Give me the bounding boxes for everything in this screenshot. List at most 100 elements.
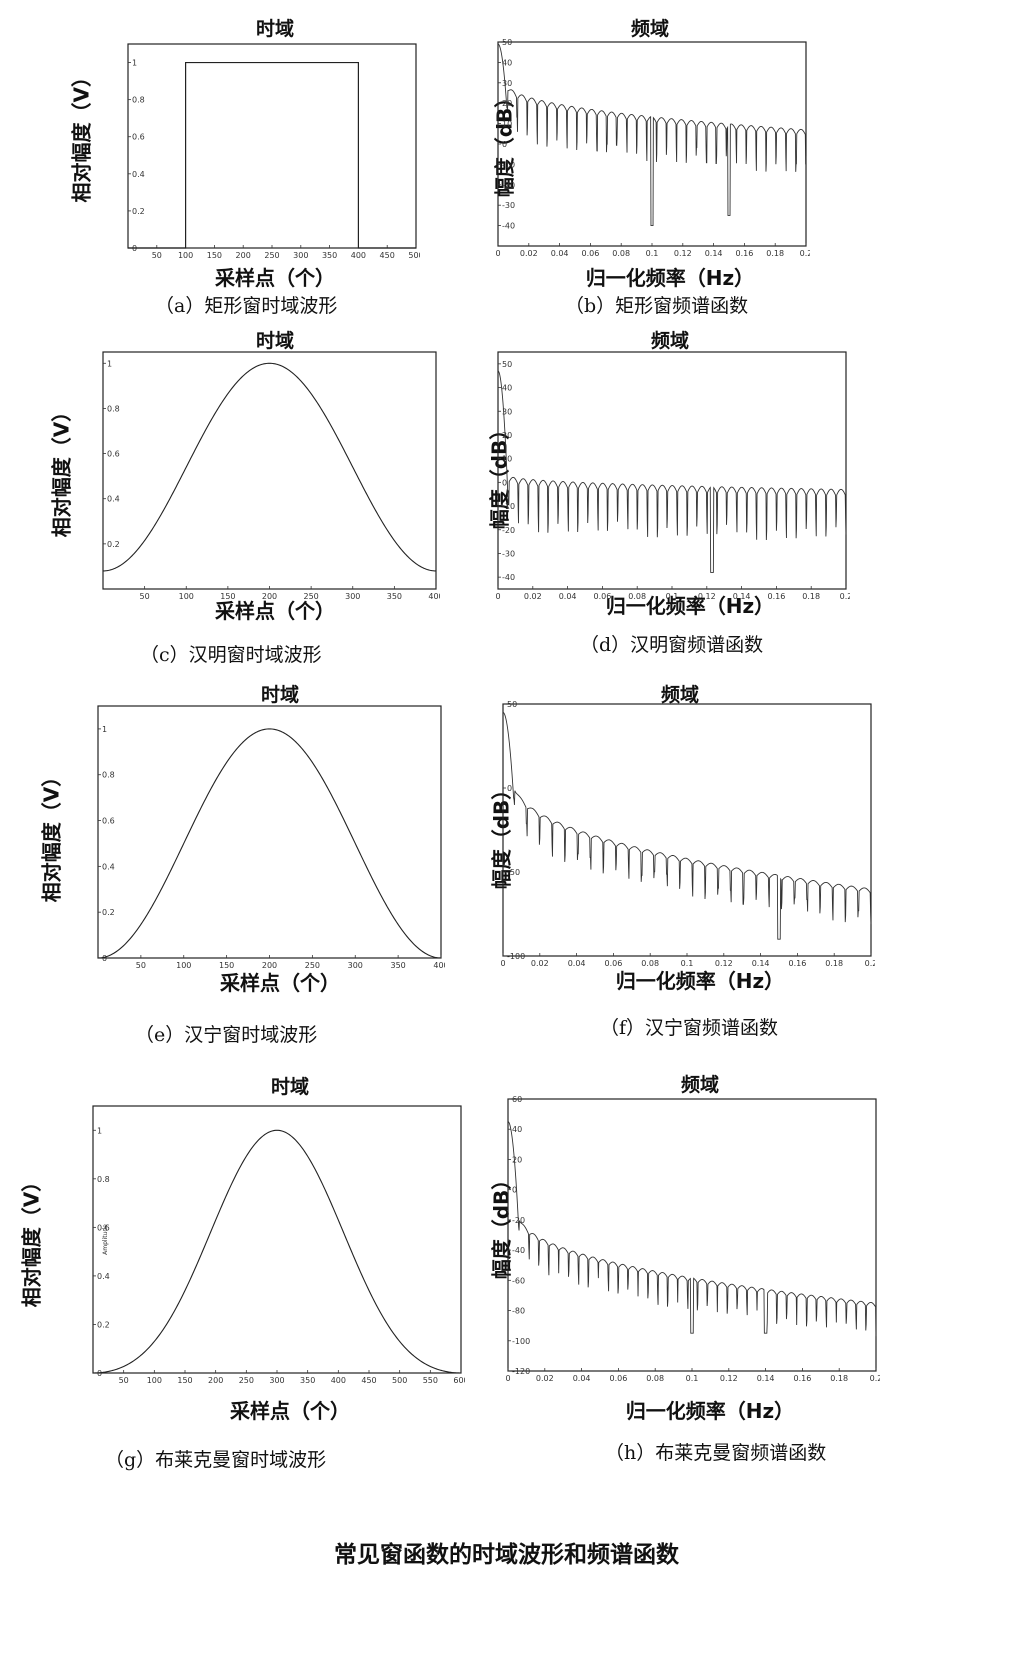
y-tick-label: 1	[132, 59, 137, 68]
y-tick-label: 0.2	[132, 207, 145, 216]
y-tick-label: 10	[502, 120, 512, 129]
x-tick-label: 150	[220, 592, 235, 601]
y-tick-label: 50	[507, 700, 517, 709]
chart-title: 频域	[630, 18, 669, 40]
x-tick-label: 0.06	[581, 249, 599, 258]
y-tick-label: 0.4	[132, 170, 145, 179]
chart-title: 频域	[680, 1074, 719, 1096]
y-tick-label: -30	[502, 201, 515, 210]
x-tick-label: 200	[262, 961, 277, 970]
y-tick-label: 0.6	[97, 1223, 110, 1232]
y-tick-label: -100	[512, 1337, 530, 1346]
y-tick-label: -120	[512, 1367, 530, 1376]
window-series-line	[128, 61, 416, 249]
y-axis-label: 相对幅度（V）	[69, 67, 94, 203]
x-axis-label: 归一化频率（Hz）	[585, 266, 755, 290]
x-tick-label: 0.1	[646, 249, 659, 258]
y-tick-label: 10	[502, 455, 512, 464]
chart-title: 频域	[650, 330, 689, 352]
x-tick-label: 50	[140, 592, 150, 601]
x-tick-label: 0.08	[641, 959, 659, 968]
chart-title: 时域	[270, 1076, 309, 1098]
x-tick-label: 200	[236, 251, 251, 260]
x-tick-label: 0.2	[865, 959, 875, 968]
x-tick-label: 0.08	[646, 1374, 664, 1383]
y-tick-label: 0	[507, 784, 512, 793]
y-tick-label: -10	[502, 160, 515, 169]
x-tick-label: 0.16	[735, 249, 753, 258]
y-tick-label: -50	[507, 868, 520, 877]
y-tick-label: 0.8	[97, 1175, 110, 1184]
x-tick-label: 0.06	[609, 1374, 627, 1383]
y-tick-label: 20	[502, 431, 512, 440]
axes-frame	[502, 703, 872, 957]
x-tick-label: 250	[303, 592, 318, 601]
y-tick-label: 50	[502, 38, 512, 47]
x-tick-label: 50	[136, 961, 146, 970]
plot-area: 0 0.02 0.04 0.06 0.08 0.1 0.12 0.14 0.16 0.18 0.2 -…	[500, 700, 875, 968]
y-axis-label: 相对幅度（V）	[49, 401, 74, 538]
y-tick-label: 50	[502, 360, 512, 369]
x-tick-label: 500	[408, 251, 420, 260]
x-tick-label: 150	[219, 961, 234, 970]
chart-caption: （c）汉明窗时域波形	[140, 644, 322, 666]
x-tick-label: 100	[178, 251, 193, 260]
y-tick-label: 40	[502, 58, 512, 67]
x-tick-label: 550	[423, 1376, 438, 1385]
x-axis-label: 采样点（个）	[215, 266, 335, 290]
y-tick-label: 0	[102, 954, 107, 963]
y-tick-label: 0.4	[107, 495, 120, 504]
y-tick-label: 0.2	[102, 908, 115, 917]
plot-area: 50 100 150 200 250 300 350 400 0.2 0.4 0.6 0.8 1	[102, 351, 440, 601]
x-tick-label: 0.12	[720, 1374, 738, 1383]
x-axis-label: 采样点（个）	[215, 599, 335, 623]
x-tick-label: 350	[387, 592, 402, 601]
y-tick-label: 30	[502, 79, 512, 88]
spectrum-series-line	[502, 711, 872, 940]
y-tick-label: 0	[502, 140, 507, 149]
y-tick-label: 60	[512, 1095, 522, 1104]
x-tick-label: 0.16	[767, 592, 785, 601]
x-tick-label: 0.06	[604, 959, 622, 968]
x-axis-label: 归一化频率（Hz）	[625, 1399, 795, 1423]
x-tick-label: 0.18	[825, 959, 843, 968]
x-axis-label: 归一化频率（Hz）	[605, 594, 775, 618]
x-tick-label: 100	[176, 961, 191, 970]
y-tick-label: -80	[512, 1307, 525, 1316]
y-tick-label: 0.8	[102, 771, 115, 780]
chart-caption: （b）矩形窗频谱函数	[565, 295, 749, 317]
y-tick-label: 0.6	[132, 133, 145, 142]
x-tick-label: 250	[264, 251, 279, 260]
y-tick-label: -40	[502, 573, 515, 582]
chart-title: 时域	[255, 330, 294, 352]
chart-panel-c: 时域 相对幅度（V） 50 100 150 200 250 300 350 400 0.2 0.4…	[0, 320, 470, 680]
x-tick-label: 0.14	[752, 959, 770, 968]
axes-frame	[92, 1105, 462, 1374]
window-series-line	[102, 362, 437, 572]
chart-panel-b: 频域 幅度（dB） 0 0.02 0.04 0.06 0.08 0.1 0.12 0.14 0.…	[470, 0, 1013, 320]
window-series-line	[92, 1129, 462, 1374]
x-tick-label: 400	[433, 961, 445, 970]
chart-caption: （d）汉明窗频谱函数	[580, 634, 764, 656]
x-tick-label: 300	[348, 961, 363, 970]
x-tick-label: 0.08	[628, 592, 646, 601]
chart-caption: （h）布莱克曼窗频谱函数	[605, 1442, 827, 1464]
chart-panel-d: 频域 幅度（dB） 0 0.02 0.04 0.06 0.08 0.1 0.12 0.14 0.…	[470, 320, 1013, 680]
y-tick-label: 0.4	[102, 862, 115, 871]
x-tick-label: 600	[453, 1376, 465, 1385]
x-tick-label: 300	[293, 251, 308, 260]
x-tick-label: 0.1	[681, 959, 694, 968]
y-tick-label: 0.2	[97, 1320, 110, 1329]
y-tick-label: 0	[97, 1369, 102, 1378]
y-tick-label: -20	[502, 181, 515, 190]
x-tick-label: 0	[495, 249, 500, 258]
y-tick-label: 30	[502, 407, 512, 416]
x-tick-label: 0.02	[536, 1374, 554, 1383]
x-tick-label: 250	[305, 961, 320, 970]
x-tick-label: 0.04	[573, 1374, 591, 1383]
y-tick-label: 0	[502, 478, 507, 487]
x-tick-label: 0.1	[666, 592, 679, 601]
x-tick-label: 0.04	[568, 959, 586, 968]
x-tick-label: 350	[390, 961, 405, 970]
x-tick-label: 0.18	[802, 592, 820, 601]
